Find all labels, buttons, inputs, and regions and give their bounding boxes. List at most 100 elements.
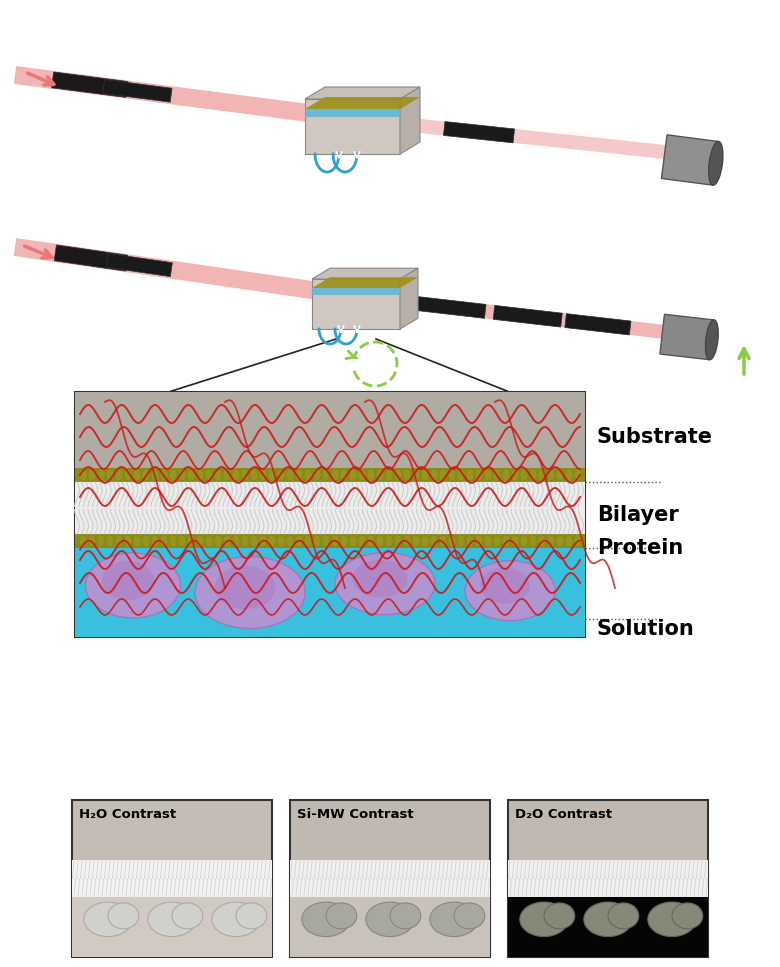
Ellipse shape xyxy=(212,902,261,937)
Ellipse shape xyxy=(358,469,366,481)
Ellipse shape xyxy=(529,469,537,481)
Ellipse shape xyxy=(484,535,492,547)
Ellipse shape xyxy=(304,469,312,481)
Ellipse shape xyxy=(340,469,348,481)
Ellipse shape xyxy=(421,469,429,481)
Ellipse shape xyxy=(214,535,222,547)
Ellipse shape xyxy=(385,469,393,481)
Ellipse shape xyxy=(169,535,177,547)
Ellipse shape xyxy=(493,535,501,547)
Ellipse shape xyxy=(106,469,114,481)
Ellipse shape xyxy=(147,902,197,937)
Ellipse shape xyxy=(608,903,639,929)
Ellipse shape xyxy=(376,469,384,481)
Ellipse shape xyxy=(538,535,546,547)
Ellipse shape xyxy=(259,469,267,481)
Ellipse shape xyxy=(448,469,456,481)
Ellipse shape xyxy=(349,469,357,481)
Ellipse shape xyxy=(142,469,150,481)
Ellipse shape xyxy=(475,469,483,481)
Ellipse shape xyxy=(232,535,240,547)
Ellipse shape xyxy=(250,469,258,481)
Ellipse shape xyxy=(556,535,564,547)
Polygon shape xyxy=(290,860,490,897)
Ellipse shape xyxy=(331,535,339,547)
Ellipse shape xyxy=(403,469,411,481)
Ellipse shape xyxy=(236,903,267,929)
Polygon shape xyxy=(312,288,400,295)
Ellipse shape xyxy=(115,469,123,481)
Polygon shape xyxy=(354,112,666,159)
Ellipse shape xyxy=(97,469,105,481)
Polygon shape xyxy=(360,290,666,339)
FancyBboxPatch shape xyxy=(72,800,272,957)
FancyBboxPatch shape xyxy=(75,392,585,637)
Ellipse shape xyxy=(313,469,321,481)
Ellipse shape xyxy=(376,535,384,547)
Ellipse shape xyxy=(457,535,465,547)
Polygon shape xyxy=(312,278,418,288)
Ellipse shape xyxy=(335,552,435,615)
Ellipse shape xyxy=(187,469,195,481)
Ellipse shape xyxy=(214,469,222,481)
Ellipse shape xyxy=(187,535,195,547)
Ellipse shape xyxy=(88,469,96,481)
Ellipse shape xyxy=(466,469,474,481)
Polygon shape xyxy=(661,134,718,185)
Polygon shape xyxy=(493,306,562,327)
Ellipse shape xyxy=(223,469,231,481)
Ellipse shape xyxy=(430,535,438,547)
Ellipse shape xyxy=(286,469,294,481)
Ellipse shape xyxy=(232,469,240,481)
Polygon shape xyxy=(660,314,714,360)
Ellipse shape xyxy=(412,535,420,547)
Ellipse shape xyxy=(340,535,348,547)
Ellipse shape xyxy=(349,535,357,547)
Ellipse shape xyxy=(286,535,294,547)
Ellipse shape xyxy=(544,903,575,929)
Polygon shape xyxy=(400,268,418,329)
Ellipse shape xyxy=(106,535,114,547)
Ellipse shape xyxy=(196,535,204,547)
Ellipse shape xyxy=(178,535,186,547)
Ellipse shape xyxy=(277,535,285,547)
Ellipse shape xyxy=(394,469,402,481)
Ellipse shape xyxy=(196,469,204,481)
Text: H₂O Contrast: H₂O Contrast xyxy=(79,808,176,821)
Ellipse shape xyxy=(484,469,492,481)
Ellipse shape xyxy=(648,902,697,937)
Ellipse shape xyxy=(430,469,438,481)
FancyBboxPatch shape xyxy=(508,800,708,957)
Ellipse shape xyxy=(295,469,303,481)
Polygon shape xyxy=(305,99,400,154)
Ellipse shape xyxy=(241,535,249,547)
Ellipse shape xyxy=(454,903,485,929)
Ellipse shape xyxy=(322,535,330,547)
Ellipse shape xyxy=(115,535,123,547)
Text: Substrate: Substrate xyxy=(597,427,713,447)
Polygon shape xyxy=(75,482,585,534)
Ellipse shape xyxy=(565,535,573,547)
Ellipse shape xyxy=(394,535,402,547)
Ellipse shape xyxy=(88,535,96,547)
Ellipse shape xyxy=(277,469,285,481)
Ellipse shape xyxy=(493,469,501,481)
Ellipse shape xyxy=(520,469,528,481)
Polygon shape xyxy=(103,79,172,103)
Ellipse shape xyxy=(195,556,305,629)
Polygon shape xyxy=(290,897,490,957)
Polygon shape xyxy=(305,87,420,99)
Polygon shape xyxy=(75,548,585,637)
Ellipse shape xyxy=(547,535,555,547)
Ellipse shape xyxy=(172,903,203,929)
Text: Bilayer: Bilayer xyxy=(597,505,679,525)
Ellipse shape xyxy=(142,535,150,547)
Ellipse shape xyxy=(268,469,276,481)
Polygon shape xyxy=(417,297,486,318)
Ellipse shape xyxy=(412,469,420,481)
Ellipse shape xyxy=(502,535,510,547)
Ellipse shape xyxy=(160,469,168,481)
Polygon shape xyxy=(14,238,361,306)
Text: Si-MW Contrast: Si-MW Contrast xyxy=(297,808,413,821)
Polygon shape xyxy=(305,109,400,117)
